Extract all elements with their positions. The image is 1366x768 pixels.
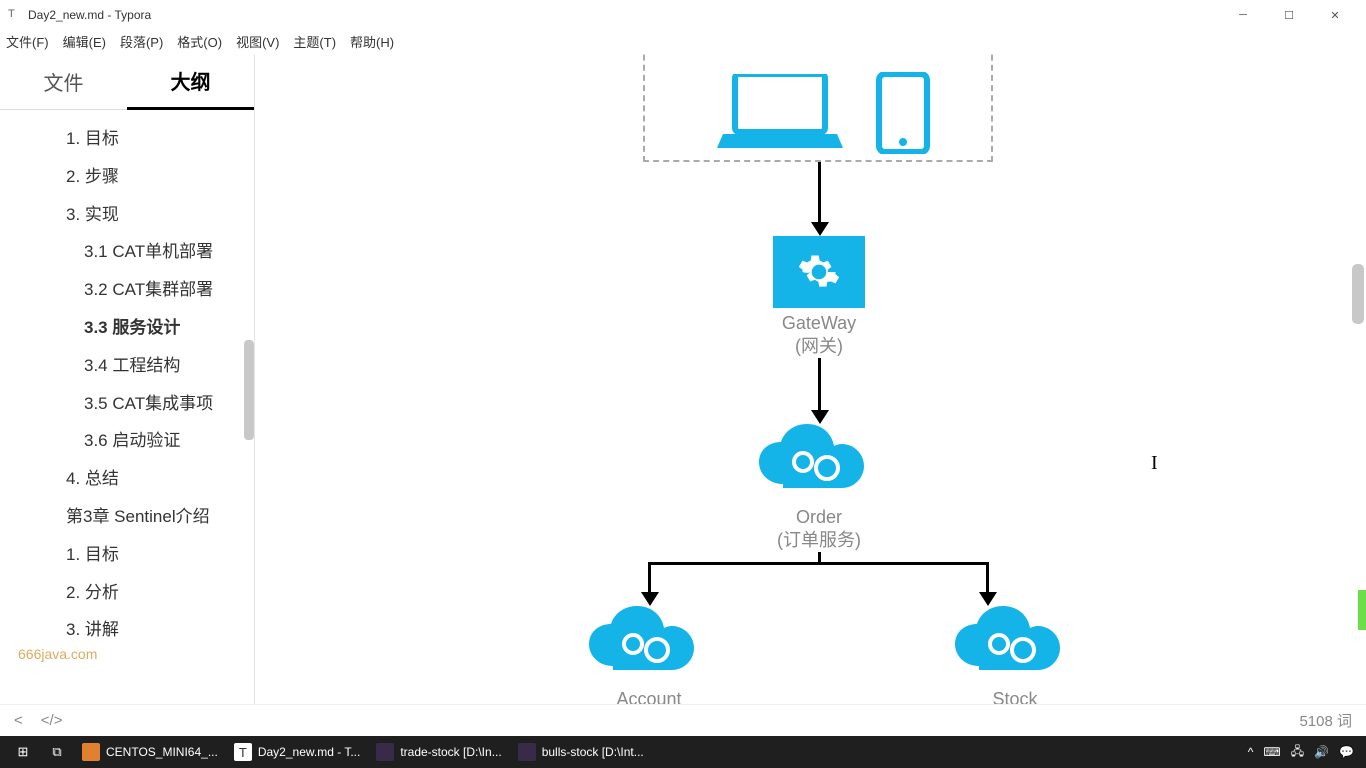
typora-icon: T bbox=[234, 743, 252, 761]
source-mode-icon[interactable]: </> bbox=[41, 712, 63, 729]
watermark: 666java.com bbox=[18, 646, 97, 662]
order-cloud-icon bbox=[753, 422, 883, 504]
main-area: 文件 大纲 1. 目标 2. 步骤 3. 实现 3.1 CAT单机部署 3.2 … bbox=[0, 54, 1366, 704]
taskbar-app[interactable]: trade-stock [D:\In... bbox=[368, 736, 509, 768]
outline-item[interactable]: 4. 总结 bbox=[18, 460, 246, 498]
gateway-node bbox=[773, 236, 865, 308]
editor-content[interactable]: GateWay (网关) Order (订单服务) bbox=[255, 54, 1366, 704]
start-button[interactable]: ⊞ bbox=[6, 736, 40, 768]
sidebar: 文件 大纲 1. 目标 2. 步骤 3. 实现 3.1 CAT单机部署 3.2 … bbox=[0, 54, 255, 704]
tab-outline[interactable]: 大纲 bbox=[127, 54, 254, 110]
outline-list: 1. 目标 2. 步骤 3. 实现 3.1 CAT单机部署 3.2 CAT集群部… bbox=[0, 110, 254, 704]
arrow bbox=[648, 562, 651, 594]
tray-keyboard-icon[interactable]: ⌨ bbox=[1263, 745, 1280, 759]
order-label: Order (订单服务) bbox=[753, 506, 885, 553]
outline-item[interactable]: 3. 实现 bbox=[18, 196, 246, 234]
taskbar-app[interactable]: TDay2_new.md - T... bbox=[226, 736, 369, 768]
stock-label: Stock (库存服务) bbox=[949, 688, 1081, 704]
taskbar: ⊞ ⧉ CENTOS_MINI64_... TDay2_new.md - T..… bbox=[0, 736, 1366, 768]
system-tray: ^ ⌨ 🖧 🔊 💬 bbox=[1248, 742, 1360, 763]
gateway-label: GateWay (网关) bbox=[753, 312, 885, 359]
window-controls: ─ ☐ ✕ bbox=[1220, 0, 1358, 30]
titlebar: T Day2_new.md - Typora ─ ☐ ✕ bbox=[0, 0, 1366, 30]
arrow-head-icon bbox=[811, 222, 829, 236]
sidebar-scrollbar[interactable] bbox=[244, 340, 254, 440]
outline-item[interactable]: 3.2 CAT集群部署 bbox=[18, 271, 246, 309]
outline-item[interactable]: 3. 讲解 bbox=[18, 611, 246, 649]
outline-item[interactable]: 3.5 CAT集成事项 bbox=[18, 385, 246, 423]
menu-format[interactable]: 格式(O) bbox=[177, 32, 222, 51]
outline-item[interactable]: 2. 分析 bbox=[18, 574, 246, 612]
arrow bbox=[986, 562, 989, 594]
outline-item-active[interactable]: 3.3 服务设计 bbox=[18, 309, 246, 347]
tab-files[interactable]: 文件 bbox=[0, 54, 127, 110]
architecture-diagram: GateWay (网关) Order (订单服务) bbox=[255, 54, 1366, 704]
taskbar-app[interactable]: bulls-stock [D:\Int... bbox=[510, 736, 652, 768]
tray-notifications-icon[interactable]: 💬 bbox=[1339, 745, 1354, 759]
app-icon: T bbox=[8, 8, 22, 22]
idea-icon bbox=[518, 743, 536, 761]
statusbar: < </> 5108 词 bbox=[0, 704, 1366, 736]
outline-item[interactable]: 1. 目标 bbox=[18, 120, 246, 158]
sidebar-tabs: 文件 大纲 bbox=[0, 54, 254, 110]
menu-view[interactable]: 视图(V) bbox=[236, 32, 279, 51]
menu-paragraph[interactable]: 段落(P) bbox=[120, 32, 163, 51]
text-cursor: I bbox=[1151, 452, 1158, 475]
tray-up-icon[interactable]: ^ bbox=[1248, 745, 1254, 759]
tray-network-icon[interactable]: 🖧 bbox=[1291, 742, 1304, 763]
arrow bbox=[818, 358, 821, 412]
window-title: Day2_new.md - Typora bbox=[28, 8, 1220, 22]
maximize-button[interactable]: ☐ bbox=[1266, 0, 1312, 30]
taskbar-app[interactable]: CENTOS_MINI64_... bbox=[74, 736, 226, 768]
branch-line bbox=[818, 552, 821, 564]
windows-icon: ⊞ bbox=[14, 743, 32, 761]
account-cloud-icon bbox=[583, 604, 713, 686]
outline-item[interactable]: 3.6 启动验证 bbox=[18, 422, 246, 460]
minimize-button[interactable]: ─ bbox=[1220, 0, 1266, 30]
arrow bbox=[818, 162, 821, 224]
close-button[interactable]: ✕ bbox=[1312, 0, 1358, 30]
laptop-icon bbox=[715, 74, 845, 154]
menu-help[interactable]: 帮助(H) bbox=[350, 32, 394, 51]
outline-item[interactable]: 2. 步骤 bbox=[18, 158, 246, 196]
back-icon[interactable]: < bbox=[14, 712, 23, 729]
tray-volume-icon[interactable]: 🔊 bbox=[1314, 745, 1329, 759]
menubar: 文件(F) 编辑(E) 段落(P) 格式(O) 视图(V) 主题(T) 帮助(H… bbox=[0, 30, 1366, 54]
menu-theme[interactable]: 主题(T) bbox=[293, 32, 336, 51]
stock-cloud-icon bbox=[949, 604, 1079, 686]
change-marker bbox=[1358, 590, 1366, 630]
menu-edit[interactable]: 编辑(E) bbox=[63, 32, 106, 51]
task-view-button[interactable]: ⧉ bbox=[40, 736, 74, 768]
idea-icon bbox=[376, 743, 394, 761]
word-count[interactable]: 5108 词 bbox=[1299, 710, 1352, 731]
outline-item[interactable]: 1. 目标 bbox=[18, 536, 246, 574]
gear-icon bbox=[797, 250, 841, 294]
taskview-icon: ⧉ bbox=[48, 743, 66, 761]
outline-item[interactable]: 第3章 Sentinel介绍 bbox=[18, 498, 246, 536]
outline-item[interactable]: 3.4 工程结构 bbox=[18, 347, 246, 385]
editor-scrollbar[interactable] bbox=[1352, 264, 1364, 324]
outline-item[interactable]: 3.1 CAT单机部署 bbox=[18, 233, 246, 271]
vm-icon bbox=[82, 743, 100, 761]
phone-icon bbox=[873, 72, 933, 154]
account-label: Account (账户服务) bbox=[583, 688, 715, 704]
menu-file[interactable]: 文件(F) bbox=[6, 32, 49, 51]
